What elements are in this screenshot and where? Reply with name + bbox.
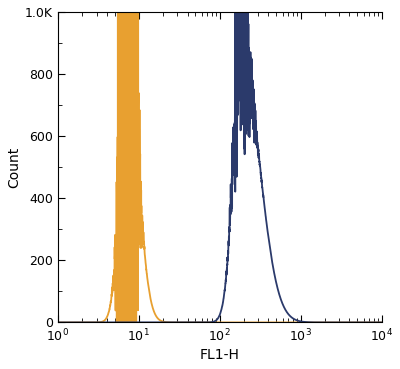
X-axis label: FL1-H: FL1-H <box>200 348 240 362</box>
Y-axis label: Count: Count <box>7 146 21 188</box>
